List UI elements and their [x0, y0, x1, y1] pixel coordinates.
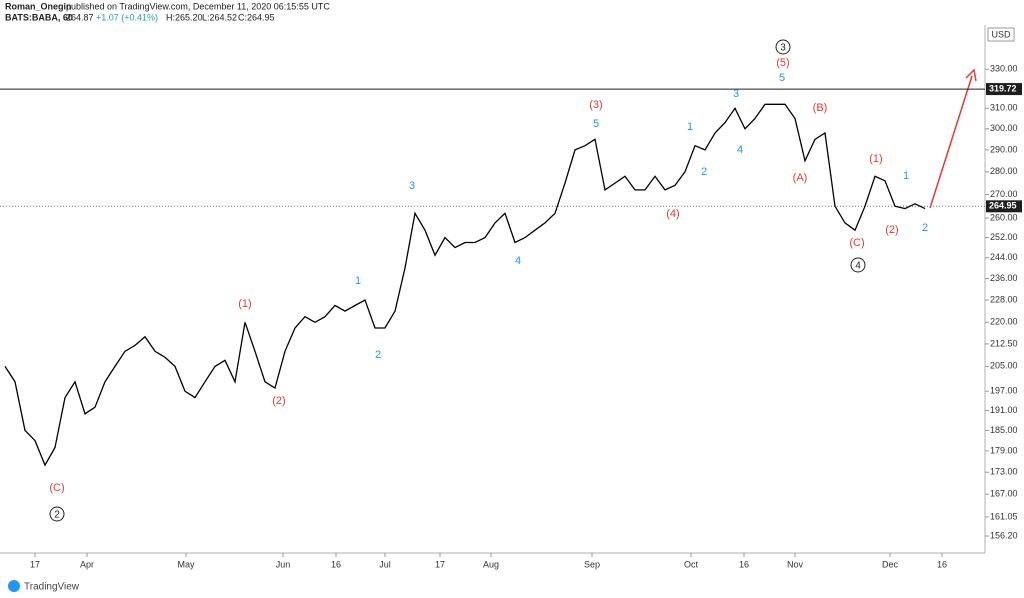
- low: L:264.52: [202, 12, 237, 22]
- wave-label: 2: [701, 166, 707, 178]
- close: C:264.95: [238, 12, 275, 22]
- projection-arrow: [929, 75, 973, 209]
- wave-label: (1): [869, 153, 882, 165]
- brand: TradingView: [24, 582, 80, 593]
- wave-label: 1: [903, 170, 909, 182]
- published: published on TradingView.com, December 1…: [66, 1, 330, 11]
- x-tick-label: 17: [30, 559, 40, 569]
- price-label-box: [986, 83, 1022, 96]
- wave-label: 5: [593, 118, 599, 130]
- y-tick-label: 179.00: [990, 445, 1018, 455]
- wave-label: 2: [54, 510, 60, 521]
- wave-label: 3: [409, 180, 415, 192]
- y-tick-label: 191.00: [990, 405, 1018, 415]
- wave-label: 5: [779, 72, 785, 84]
- wave-label: (3): [589, 99, 602, 111]
- x-tick-label: Aug: [483, 559, 499, 569]
- y-tick-label: 228.00: [990, 294, 1018, 304]
- change: +1.07 (+0.41%): [96, 12, 158, 22]
- y-tick-label: 197.00: [990, 386, 1018, 396]
- wave-label: (4): [666, 208, 679, 220]
- y-tick-label: 260.00: [990, 212, 1018, 222]
- x-tick-label: 16: [739, 559, 749, 569]
- y-tick-label: 252.00: [990, 232, 1018, 242]
- price-label-box: [986, 200, 1022, 213]
- y-tick-label: 290.00: [990, 144, 1018, 154]
- y-tick-label: 300.00: [990, 123, 1018, 133]
- y-tick-label: 205.00: [990, 361, 1018, 371]
- wave-label: 3: [780, 43, 786, 54]
- price-line-series: [4, 103, 926, 467]
- x-tick-label: Sep: [584, 559, 600, 569]
- x-tick-label: 16: [331, 559, 341, 569]
- x-tick-label: 17: [435, 559, 445, 569]
- wave-label: (C): [49, 482, 64, 494]
- x-tick-label: Dec: [882, 559, 899, 569]
- x-tick-label: Oct: [684, 559, 699, 569]
- wave-label: 2: [922, 222, 928, 234]
- y-tick-label: 167.00: [990, 489, 1018, 499]
- x-tick-label: Jul: [379, 559, 391, 569]
- currency: USD: [991, 29, 1011, 39]
- y-tick-label: 236.00: [990, 273, 1018, 283]
- wave-label: (2): [272, 395, 285, 407]
- currency-box: [987, 27, 1015, 42]
- y-tick-label: 244.00: [990, 252, 1018, 262]
- y-tick-label: 280.00: [990, 166, 1018, 176]
- y-tick-label: 330.00: [990, 64, 1018, 74]
- wave-label: (B): [813, 102, 828, 114]
- wave-label: 1: [687, 121, 693, 133]
- price-label: 319.72: [989, 83, 1017, 93]
- y-tick-label: 173.00: [990, 467, 1018, 477]
- y-tick-label: 220.00: [990, 317, 1018, 327]
- high: H:265.20: [166, 12, 203, 22]
- wave-circle: [850, 257, 866, 273]
- wave-label: 4: [515, 255, 521, 267]
- wave-label: 3: [733, 88, 739, 100]
- y-tick-label: 310.00: [990, 103, 1018, 113]
- symbol: BATS:BABA, 60: [5, 12, 73, 22]
- arrow-head: [965, 68, 977, 82]
- last: 264.87: [66, 12, 94, 22]
- price-label: 264.95: [989, 201, 1017, 211]
- y-tick-label: 185.00: [990, 425, 1018, 435]
- wave-label: 4: [737, 144, 743, 156]
- wave-label: 2: [375, 349, 381, 361]
- wave-label: (C): [849, 237, 864, 249]
- x-tick-label: Nov: [787, 559, 804, 569]
- y-tick-label: 270.00: [990, 189, 1018, 199]
- y-tick-label: 156.20: [990, 530, 1018, 540]
- y-tick-label: 212.50: [990, 338, 1018, 348]
- wave-label: (A): [793, 172, 808, 184]
- x-tick-label: May: [177, 559, 195, 569]
- wave-label: (5): [776, 57, 789, 69]
- logo-icon: [8, 580, 20, 592]
- wave-label: (2): [885, 224, 898, 236]
- wave-circle: [49, 506, 65, 522]
- x-tick-label: Jun: [276, 559, 291, 569]
- wave-circle: [775, 39, 791, 55]
- x-tick-label: Apr: [80, 559, 94, 569]
- wave-label: 1: [355, 275, 361, 287]
- wave-label: (1): [238, 298, 251, 310]
- y-tick-label: 161.05: [990, 511, 1018, 521]
- x-tick-label: 16: [937, 559, 947, 569]
- author: Roman_Onegin: [5, 1, 72, 11]
- wave-label: 4: [855, 261, 861, 272]
